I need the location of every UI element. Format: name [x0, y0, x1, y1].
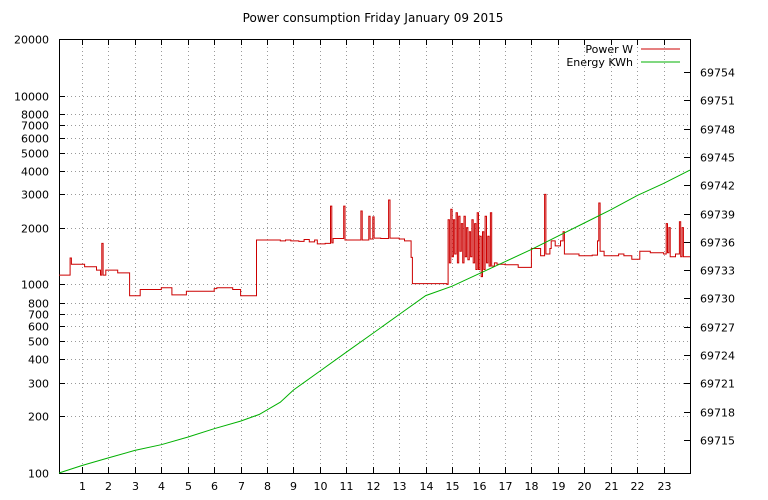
y-left-tick-label: 500 — [28, 336, 49, 349]
x-tick-label: 13 — [393, 480, 407, 493]
y-left-tick-label: 20000 — [14, 34, 49, 47]
x-tick-label: 7 — [238, 480, 245, 493]
y-right-tick-label: 69748 — [700, 124, 735, 137]
y-right-tick-label: 69739 — [700, 209, 735, 222]
y-right-tick-label: 69751 — [700, 95, 735, 108]
y-left-tick-label: 600 — [28, 321, 49, 334]
y-right-tick-label: 69721 — [700, 378, 735, 391]
x-tick-label: 3 — [132, 480, 139, 493]
y-right-tick-label: 69745 — [700, 152, 735, 165]
series-lines — [58, 169, 691, 474]
x-tick-label: 16 — [473, 480, 487, 493]
y-left-tick-label: 300 — [28, 378, 49, 391]
y-left-tick-label: 200 — [28, 411, 49, 424]
y-right-tick-label: 69754 — [700, 67, 735, 80]
legend-label-energy: Energy KWh — [566, 56, 633, 69]
x-tick-label: 21 — [605, 480, 619, 493]
x-tick-label: 11 — [340, 480, 354, 493]
y-right-tick-label: 69736 — [700, 237, 735, 250]
x-tick-label: 6 — [211, 480, 218, 493]
grid-lines — [59, 39, 690, 474]
y-right-tick-label: 69727 — [700, 322, 735, 335]
energy-series-line — [58, 169, 691, 474]
y-left-tick-label: 400 — [28, 354, 49, 367]
x-tick-label: 12 — [367, 480, 381, 493]
y-left-tick-label: 8000 — [21, 109, 49, 122]
x-tick-label: 18 — [525, 480, 539, 493]
x-tick-label: 10 — [314, 480, 328, 493]
legend: Power W Energy KWh — [566, 43, 680, 69]
y-right-tick-label: 69742 — [700, 180, 735, 193]
x-tick-label: 9 — [290, 480, 297, 493]
y-right-tick-label: 69718 — [700, 407, 735, 420]
axes: 1 2 3 4 5 6 7 8 9 10 11 12 13 14 15 16 17 18 19 20 21 22 23100… — [14, 34, 735, 494]
y-left-tick-label: 10000 — [14, 91, 49, 104]
x-tick-label: 8 — [264, 480, 271, 493]
x-tick-label: 5 — [185, 480, 192, 493]
power-series-line — [59, 193, 690, 297]
legend-label-power: Power W — [585, 43, 633, 56]
y-left-tick-label: 7000 — [21, 120, 49, 133]
y-left-tick-label: 1000 — [21, 279, 49, 292]
x-tick-label: 14 — [420, 480, 434, 493]
y-left-tick-label: 6000 — [21, 133, 49, 146]
x-tick-label: 2 — [105, 480, 112, 493]
x-tick-label: 22 — [631, 480, 645, 493]
plot-frame — [59, 39, 691, 474]
y-left-tick-label: 700 — [28, 309, 49, 322]
x-tick-label: 1 — [79, 480, 86, 493]
y-right-tick-label: 69730 — [700, 293, 735, 306]
x-tick-label: 23 — [658, 480, 672, 493]
chart-title: Power consumption Friday January 09 2015 — [243, 11, 504, 25]
y-right-tick-label: 69715 — [700, 435, 735, 448]
x-tick-label: 19 — [552, 480, 566, 493]
y-left-tick-label: 2000 — [21, 223, 49, 236]
x-tick-label: 17 — [499, 480, 513, 493]
y-right-tick-label: 69724 — [700, 350, 735, 363]
y-left-tick-label: 5000 — [21, 148, 49, 161]
y-left-tick-label: 800 — [28, 298, 49, 311]
y-left-tick-label: 100 — [28, 468, 49, 481]
y-left-tick-label: 4000 — [21, 166, 49, 179]
x-tick-label: 20 — [578, 480, 592, 493]
y-right-tick-label: 69733 — [700, 265, 735, 278]
x-tick-label: 4 — [158, 480, 165, 493]
x-tick-label: 15 — [446, 480, 460, 493]
y-left-tick-label: 3000 — [21, 189, 49, 202]
